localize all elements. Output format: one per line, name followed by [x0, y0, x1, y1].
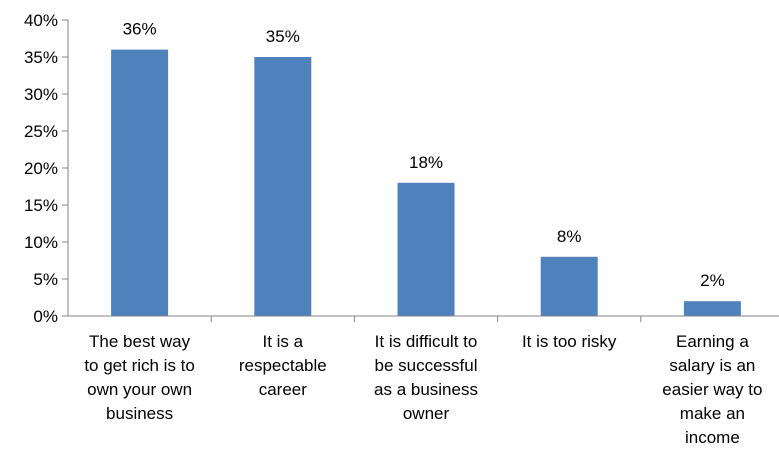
data-labels: 36% 35% 18% 8% 2% — [123, 20, 725, 291]
x-category-label: It is difficult to be successful as a bu… — [374, 332, 478, 423]
bar — [254, 57, 312, 316]
x-category-label: It is too risky — [521, 332, 617, 351]
bar — [540, 256, 598, 316]
y-tick-label: 35% — [24, 48, 58, 67]
x-category-label: It is a respectable career — [238, 332, 327, 399]
data-label: 36% — [123, 20, 157, 39]
y-tick-label: 40% — [24, 11, 58, 30]
bar — [397, 182, 455, 316]
y-tick-label: 30% — [24, 85, 58, 104]
bars — [111, 49, 741, 316]
data-label: 2% — [700, 271, 725, 290]
y-tick-label: 10% — [24, 233, 58, 252]
bar — [683, 301, 741, 316]
y-tick-label: 20% — [24, 159, 58, 178]
data-label: 35% — [266, 27, 300, 46]
x-category-label: The best way to get rich is to own your … — [84, 332, 195, 423]
y-tick-label: 0% — [33, 307, 58, 326]
data-label: 8% — [557, 227, 582, 246]
x-category-label: Earning a salary is an easier way to mak… — [662, 332, 763, 447]
bar — [111, 49, 169, 316]
x-axis — [62, 315, 779, 322]
y-tick-label: 15% — [24, 196, 58, 215]
y-tick-label: 5% — [33, 270, 58, 289]
y-tick-label: 25% — [24, 122, 58, 141]
data-label: 18% — [409, 153, 443, 172]
y-axis: 0% 5% 10% 15% 20% 25% 30% 35% 40% — [24, 11, 69, 326]
